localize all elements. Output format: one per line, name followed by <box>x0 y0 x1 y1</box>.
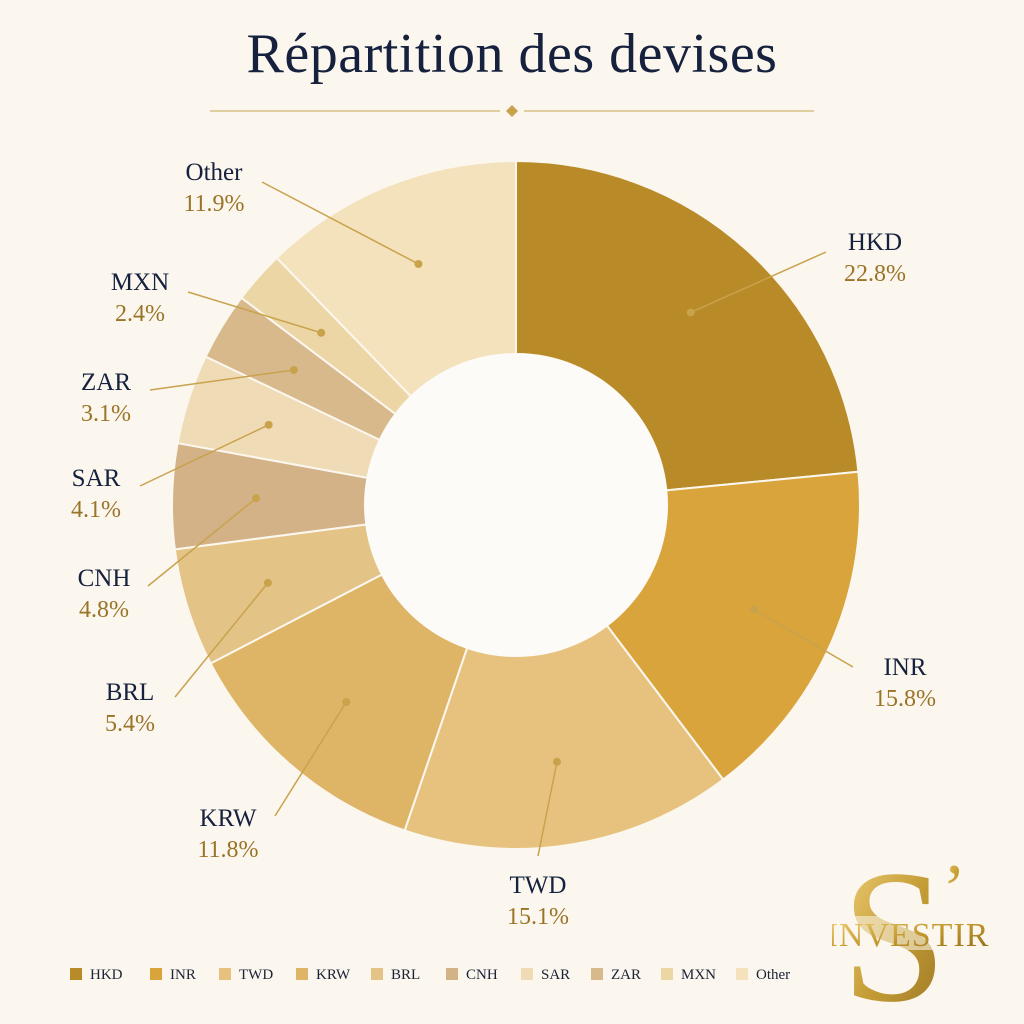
slice-label-cnh: CNH <box>78 565 131 592</box>
chart-title: Répartition des devises <box>246 23 778 85</box>
leader-line-other <box>261 181 419 265</box>
slice-label-krw: KRW <box>200 805 257 832</box>
title-divider <box>210 105 814 117</box>
legend-label-sar: SAR <box>541 967 570 983</box>
legend-swatch-inr <box>150 968 162 980</box>
brand-logo: S ’ INVESTIR <box>832 850 989 1020</box>
legend-label-krw: KRW <box>316 967 351 983</box>
legend-swatch-mxn <box>661 968 673 980</box>
leader-dot-mxn <box>317 328 326 337</box>
slice-value-krw: 11.8% <box>197 837 258 863</box>
leader-dot-brl <box>263 578 272 587</box>
legend-swatch-cnh <box>446 968 458 980</box>
slice-label-inr: INR <box>883 654 926 681</box>
svg-text:’: ’ <box>942 851 965 928</box>
slice-label-twd: TWD <box>510 872 567 899</box>
slice-label-zar: ZAR <box>81 369 131 396</box>
leader-line-brl <box>174 582 269 698</box>
leader-line-mxn <box>187 291 322 334</box>
legend-swatch-twd <box>219 968 231 980</box>
legend-label-twd: TWD <box>239 967 273 983</box>
leader-dot-krw <box>342 697 351 706</box>
slice-value-brl: 5.4% <box>105 711 155 737</box>
slice-twd <box>403 502 725 850</box>
leader-line-cnh <box>147 497 257 587</box>
slice-value-mxn: 2.4% <box>115 301 165 327</box>
legend-swatch-hkd <box>70 968 82 980</box>
legend-label-zar: ZAR <box>611 967 641 983</box>
legend-swatch-other <box>736 968 748 980</box>
leader-line-krw <box>274 701 347 817</box>
legend-label-other: Other <box>756 967 790 983</box>
donut-hole <box>364 353 668 657</box>
slice-value-sar: 4.1% <box>71 497 121 523</box>
slice-label-other: Other <box>186 159 244 186</box>
slice-value-inr: 15.8% <box>874 686 936 712</box>
slice-label-mxn: MXN <box>111 269 169 296</box>
brand-wordmark: INVESTIR <box>832 917 989 954</box>
slice-label-group: HKD 22.8% INR 15.8% TWD 15.1% KRW 11.8% BRL 5.4% C… <box>71 159 936 930</box>
leader-dot-sar <box>264 420 273 429</box>
slice-value-hkd: 22.8% <box>844 261 906 287</box>
legend-swatch-sar <box>521 968 533 980</box>
legend-swatch-krw <box>296 968 308 980</box>
slice-value-zar: 3.1% <box>81 401 131 427</box>
leader-dot-hkd <box>686 308 695 317</box>
leader-dot-zar <box>289 365 298 374</box>
slice-label-sar: SAR <box>72 465 121 492</box>
leader-line-inr <box>753 608 854 668</box>
slice-value-twd: 15.1% <box>507 904 569 930</box>
leader-line-zar <box>149 369 294 391</box>
legend-swatch-brl <box>371 968 383 980</box>
legend-label-mxn: MXN <box>681 967 716 983</box>
slice-label-brl: BRL <box>106 679 155 706</box>
leader-dot-inr <box>750 605 759 614</box>
leader-dot-twd <box>553 757 562 766</box>
legend: HKD INR TWD KRW BRL CNH SAR ZAR MXN Other <box>70 967 790 983</box>
slice-label-hkd: HKD <box>848 229 902 256</box>
leader-dot-cnh <box>252 494 261 503</box>
leader-line-sar <box>139 424 269 487</box>
leader-line-twd <box>537 761 558 857</box>
slice-value-cnh: 4.8% <box>79 597 129 623</box>
leader-line-hkd <box>690 251 827 314</box>
legend-label-cnh: CNH <box>466 967 498 983</box>
legend-label-brl: BRL <box>391 967 420 983</box>
slice-value-other: 11.9% <box>183 191 244 217</box>
legend-swatch-zar <box>591 968 603 980</box>
legend-label-hkd: HKD <box>90 967 123 983</box>
legend-label-inr: INR <box>170 967 196 983</box>
leader-dot-other <box>414 259 423 268</box>
